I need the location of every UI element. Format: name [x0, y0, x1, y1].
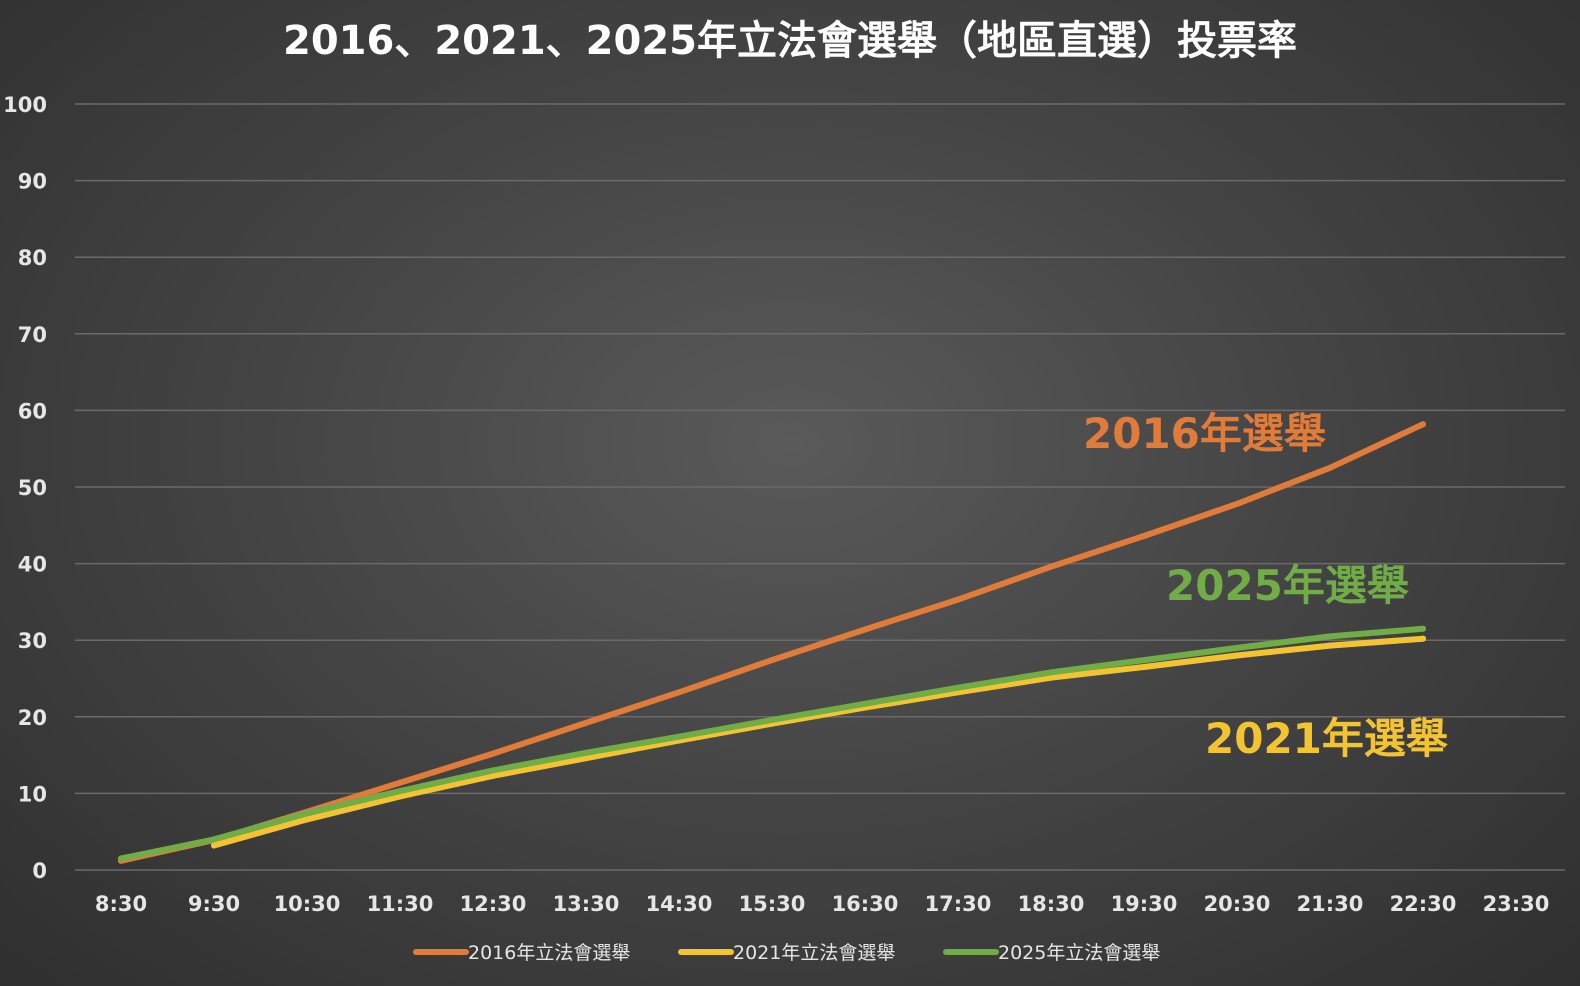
- data-point: [304, 810, 310, 817]
- y-tick-label: 0: [32, 859, 47, 883]
- data-point: [1327, 633, 1333, 640]
- legend: 2016年立法會選舉 2021年立法會選舉 2025年立法會選舉: [413, 942, 1160, 964]
- y-tick-label: 20: [18, 706, 47, 730]
- data-point: [1141, 533, 1147, 540]
- y-tick-label: 40: [18, 553, 47, 577]
- x-tick-label: 19:30: [1111, 892, 1178, 916]
- data-point: [304, 816, 310, 823]
- data-point: [397, 793, 403, 800]
- x-tick-label: 8:30: [95, 892, 147, 916]
- y-tick-label: 30: [18, 629, 47, 653]
- y-tick-label: 60: [18, 399, 47, 423]
- x-tick-label: 17:30: [925, 892, 992, 916]
- data-point: [1234, 644, 1240, 651]
- x-tick-label: 20:30: [1204, 892, 1271, 916]
- data-point: [583, 719, 589, 726]
- x-tick-label: 16:30: [832, 892, 899, 916]
- data-point: [1048, 674, 1054, 681]
- data-point: [955, 684, 961, 691]
- y-tick-label: 80: [18, 246, 47, 270]
- x-tick-label: 9:30: [188, 892, 240, 916]
- data-point: [1234, 652, 1240, 659]
- y-tick-label: 50: [18, 476, 47, 500]
- data-point: [1420, 635, 1426, 642]
- x-tick-label: 10:30: [274, 892, 341, 916]
- annotation-2021: 2021年選舉: [1205, 714, 1448, 763]
- data-point: [862, 626, 868, 633]
- data-point: [1327, 642, 1333, 649]
- series-line-1: [211, 635, 1426, 849]
- data-point: [1048, 563, 1054, 570]
- series-annotations: 2016年選舉 2025年選舉 2021年選舉: [1083, 409, 1448, 763]
- data-point: [118, 855, 124, 862]
- data-point: [397, 788, 403, 795]
- data-point: [583, 755, 589, 762]
- data-point: [1141, 657, 1147, 664]
- data-point: [490, 767, 496, 774]
- annotation-2025: 2025年選舉: [1166, 561, 1409, 610]
- x-tick-label: 12:30: [460, 892, 527, 916]
- data-point: [1048, 669, 1054, 676]
- x-tick-label: 14:30: [646, 892, 713, 916]
- y-tick-label: 90: [18, 170, 47, 194]
- data-point: [769, 657, 775, 664]
- legend-label: 2025年立法會選舉: [998, 942, 1160, 964]
- legend-label: 2016年立法會選舉: [468, 942, 630, 964]
- data-point: [676, 733, 682, 740]
- y-tick-label: 10: [18, 782, 47, 806]
- data-point: [583, 749, 589, 756]
- y-tick-label: 70: [18, 323, 47, 347]
- data-point: [676, 689, 682, 696]
- x-tick-label: 22:30: [1390, 892, 1457, 916]
- x-tick-label: 11:30: [367, 892, 434, 916]
- data-point: [1420, 421, 1426, 428]
- data-point: [211, 842, 217, 849]
- series-lines: [118, 421, 1426, 864]
- x-axis-ticks: 8:30 9:30 10:30 11:30 12:30 13:30 14:30 15:30 16…: [95, 892, 1550, 916]
- data-point: [490, 750, 496, 757]
- y-tick-label: 100: [3, 93, 47, 117]
- x-tick-label: 18:30: [1018, 892, 1085, 916]
- x-tick-label: 13:30: [553, 892, 620, 916]
- data-point: [862, 700, 868, 707]
- series-line-0: [118, 421, 1426, 864]
- x-tick-label: 15:30: [739, 892, 806, 916]
- legend-label: 2021年立法會選舉: [733, 942, 895, 964]
- data-point: [955, 596, 961, 603]
- data-point: [1420, 625, 1426, 632]
- chart-title: 2016、2021、2025年立法會選舉（地區直選）投票率: [283, 18, 1297, 64]
- annotation-2016: 2016年選舉: [1083, 409, 1326, 458]
- data-point: [1327, 464, 1333, 471]
- gridlines: [75, 103, 1565, 871]
- data-point: [1234, 500, 1240, 507]
- data-point: [1141, 664, 1147, 671]
- data-point: [490, 772, 496, 779]
- data-point: [211, 836, 217, 843]
- data-point: [397, 779, 403, 786]
- y-axis-ticks: 0 10 20 30 40 50 60 70 80 90 100: [3, 93, 47, 883]
- x-tick-label: 23:30: [1483, 892, 1550, 916]
- data-point: [769, 716, 775, 723]
- x-tick-label: 21:30: [1297, 892, 1364, 916]
